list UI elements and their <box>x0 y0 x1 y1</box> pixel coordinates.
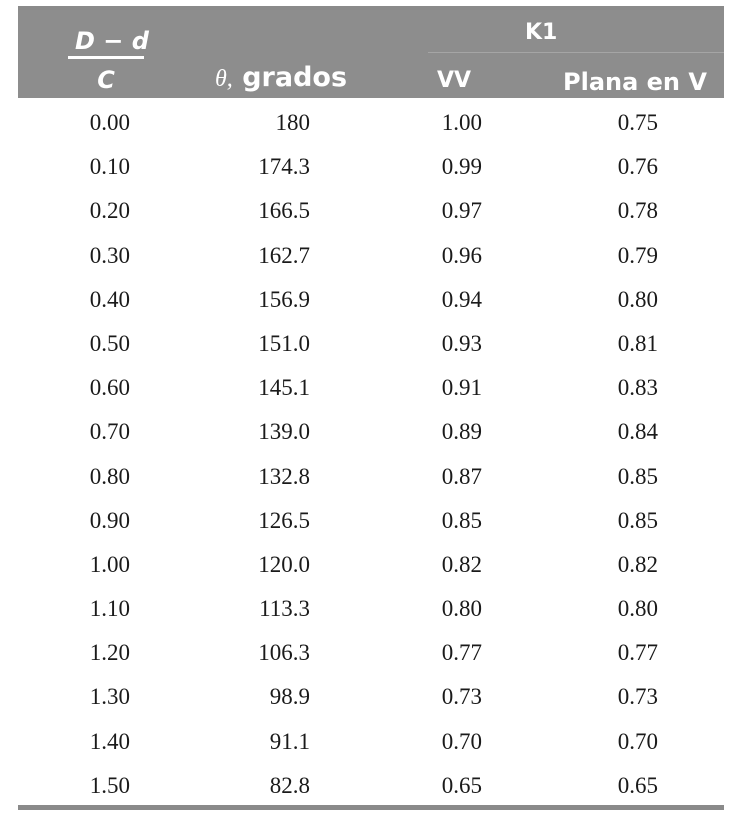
header-ratio-numerator: D − d <box>75 27 149 55</box>
cell-plana: 0.81 <box>617 330 658 356</box>
cell-plana: 0.78 <box>617 198 658 224</box>
cell-ratio: 0.10 <box>89 154 130 180</box>
cell-ratio: 1.40 <box>89 728 130 754</box>
cell-plana: 0.84 <box>617 419 658 445</box>
table-row: 1.00 120.0 0.82 0.82 <box>0 543 747 587</box>
cell-ratio: 0.80 <box>89 463 130 489</box>
cell-theta: 166.5 <box>258 198 310 224</box>
cell-theta: 132.8 <box>258 463 310 489</box>
table-row: 0.40 156.9 0.94 0.80 <box>0 278 747 322</box>
cell-ratio: 1.20 <box>89 640 130 666</box>
cell-ratio: 0.50 <box>89 330 130 356</box>
cell-ratio: 0.30 <box>89 242 130 268</box>
table-row: 1.30 98.9 0.73 0.73 <box>0 675 747 719</box>
table-row: 0.20 166.5 0.97 0.78 <box>0 189 747 233</box>
cell-ratio: 1.30 <box>89 684 130 710</box>
cell-plana: 0.85 <box>617 463 658 489</box>
cell-ratio: 0.40 <box>89 286 130 312</box>
table-row: 1.40 91.1 0.70 0.70 <box>0 720 747 764</box>
table-bottom-rule <box>18 805 724 810</box>
cell-plana: 0.70 <box>617 728 658 754</box>
header-ratio-denominator: C <box>97 66 115 94</box>
cell-ratio: 0.70 <box>89 419 130 445</box>
cell-plana: 0.73 <box>617 684 658 710</box>
cell-vv: 0.97 <box>441 198 482 224</box>
cell-theta: 91.1 <box>269 728 310 754</box>
table-row: 0.60 145.1 0.91 0.83 <box>0 366 747 410</box>
cell-vv: 1.00 <box>441 110 482 135</box>
header-theta-symbol: θ, <box>215 66 233 92</box>
table-row: 1.20 106.3 0.77 0.77 <box>0 631 747 675</box>
cell-vv: 0.87 <box>441 463 482 489</box>
table-row: 0.80 132.8 0.87 0.85 <box>0 455 747 499</box>
header-group-k1: K1 <box>525 20 558 45</box>
cell-vv: 0.80 <box>441 596 482 622</box>
cell-vv: 0.73 <box>441 684 482 710</box>
cell-vv: 0.99 <box>441 154 482 180</box>
cell-theta: 82.8 <box>269 772 310 798</box>
table-header: D − d C K1 θ, grados VV Plana en V <box>18 10 724 98</box>
table-row: 0.30 162.7 0.96 0.79 <box>0 234 747 278</box>
cell-plana: 0.79 <box>617 242 658 268</box>
cell-theta: 126.5 <box>258 507 310 533</box>
cell-plana: 0.77 <box>617 640 658 666</box>
header-plana-column: Plana en V <box>563 68 707 96</box>
cell-ratio: 1.00 <box>89 551 130 577</box>
table-row: 1.10 113.3 0.80 0.80 <box>0 587 747 631</box>
cell-vv: 0.82 <box>441 551 482 577</box>
cell-theta: 120.0 <box>258 551 310 577</box>
table-row: 1.50 82.8 0.65 0.65 <box>0 764 747 808</box>
cell-theta: 151.0 <box>258 330 310 356</box>
cell-vv: 0.85 <box>441 507 482 533</box>
table-row: 0.10 174.3 0.99 0.76 <box>0 145 747 189</box>
table-row: 0.00 180 1.00 0.75 <box>0 101 747 145</box>
cell-vv: 0.91 <box>441 375 482 401</box>
cell-ratio: 1.50 <box>89 772 130 798</box>
cell-ratio: 0.60 <box>89 375 130 401</box>
table-row: 0.70 139.0 0.89 0.84 <box>0 410 747 454</box>
table-row: 0.50 151.0 0.93 0.81 <box>0 322 747 366</box>
cell-theta: 139.0 <box>258 419 310 445</box>
cell-theta: 106.3 <box>258 640 310 666</box>
cell-theta: 162.7 <box>258 242 310 268</box>
table-row: 0.90 126.5 0.85 0.85 <box>0 499 747 543</box>
table-body: 0.00 180 1.00 0.75 0.10 174.3 0.99 0.76 0.20 16… <box>0 101 747 808</box>
cell-plana: 0.80 <box>617 596 658 622</box>
header-vv-column: VV <box>437 68 472 93</box>
header-theta-label: grados <box>242 62 348 93</box>
cell-theta: 174.3 <box>258 154 310 180</box>
cell-plana: 0.75 <box>617 110 658 135</box>
cell-vv: 0.93 <box>441 330 482 356</box>
cell-vv: 0.89 <box>441 419 482 445</box>
cell-vv: 0.70 <box>441 728 482 754</box>
header-theta-column: θ, grados <box>215 62 347 93</box>
cell-plana: 0.80 <box>617 286 658 312</box>
cell-ratio: 0.00 <box>89 110 130 135</box>
cell-ratio: 0.20 <box>89 198 130 224</box>
cell-vv: 0.96 <box>441 242 482 268</box>
cell-vv: 0.65 <box>441 772 482 798</box>
cell-theta: 113.3 <box>259 596 310 622</box>
cell-plana: 0.76 <box>617 154 658 180</box>
cell-ratio: 1.10 <box>89 596 130 622</box>
header-group-rule <box>428 52 724 53</box>
cell-plana: 0.65 <box>617 772 658 798</box>
table-top-rule <box>18 6 724 10</box>
cell-theta: 180 <box>275 110 311 135</box>
cell-theta: 156.9 <box>258 286 310 312</box>
cell-plana: 0.85 <box>617 507 658 533</box>
cell-vv: 0.94 <box>441 286 482 312</box>
header-ratio-fraction-bar <box>68 56 144 59</box>
cell-theta: 98.9 <box>269 684 310 710</box>
cell-theta: 145.1 <box>258 375 310 401</box>
cell-plana: 0.83 <box>617 375 658 401</box>
cell-vv: 0.77 <box>441 640 482 666</box>
cell-plana: 0.82 <box>617 551 658 577</box>
cell-ratio: 0.90 <box>89 507 130 533</box>
